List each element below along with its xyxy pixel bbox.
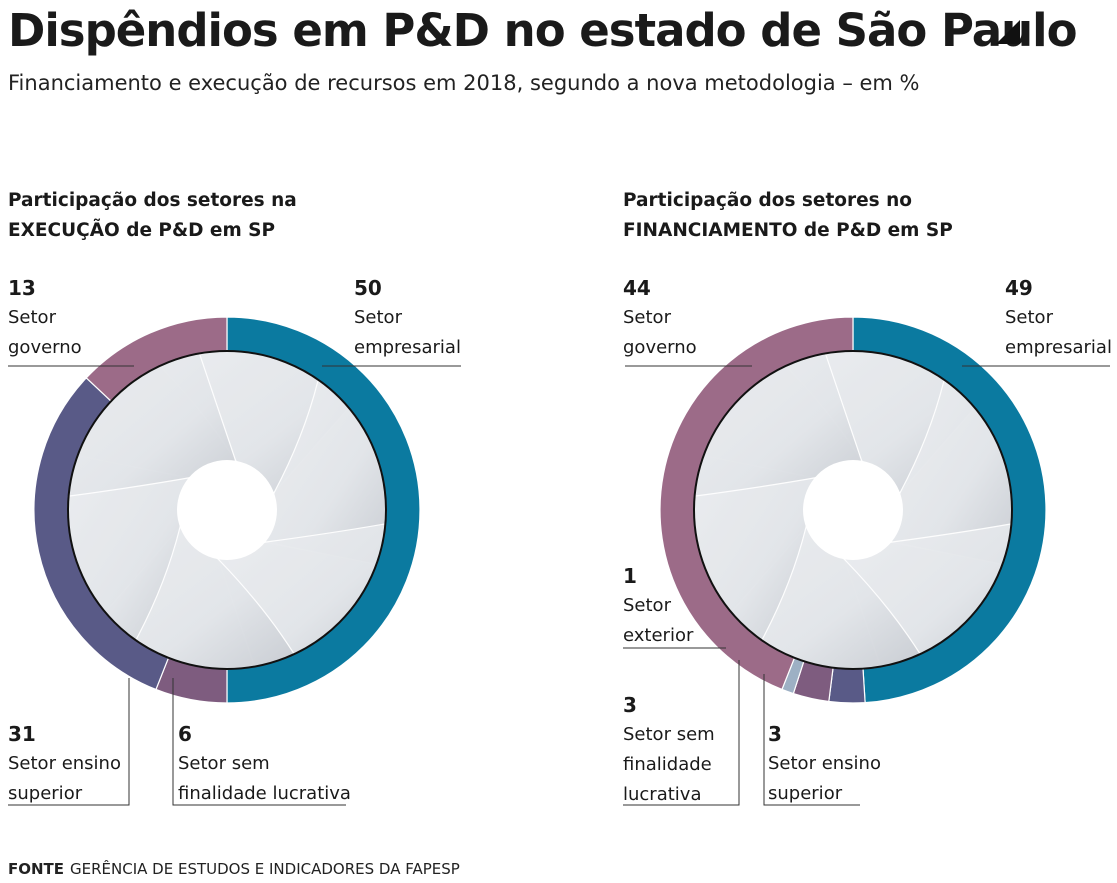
financiamento-value-ensino-superior: 3 bbox=[768, 722, 782, 746]
financiamento-value-exterior: 1 bbox=[623, 564, 637, 588]
financiamento-text-exterior-2: exterior bbox=[623, 625, 694, 646]
financiamento-title-line1: Participação dos setores no bbox=[623, 190, 913, 211]
execucao-center-hole bbox=[177, 460, 277, 560]
financiamento-label-empresarial: 49 Setor empresarial bbox=[1005, 273, 1112, 363]
execucao-label-governo: 13 Setor governo bbox=[8, 273, 82, 363]
execucao-value-empresarial: 50 bbox=[354, 276, 382, 300]
financiamento-title-line2: FINANCIAMENTO de P&D em SP bbox=[623, 220, 953, 241]
execucao-title-line2: EXECUÇÃO de P&D em SP bbox=[8, 220, 276, 241]
financiamento-text-exterior-1: Setor bbox=[623, 595, 671, 616]
financiamento-label-ensino-superior: 3 Setor ensino superior bbox=[768, 719, 881, 809]
financiamento-inner-ring bbox=[693, 350, 1013, 670]
financiamento-text-sem-fins-1: Setor sem bbox=[623, 724, 715, 745]
execucao-text-sem-fins-2: finalidade lucrativa bbox=[178, 783, 351, 804]
execucao-label-empresarial: 50 Setor empresarial bbox=[354, 273, 461, 363]
execucao-inner-ring bbox=[67, 350, 387, 670]
execucao-title-line1: Participação dos setores na bbox=[8, 190, 297, 211]
financiamento-text-sem-fins-2: finalidade bbox=[623, 754, 712, 775]
execucao-value-sem-fins: 6 bbox=[178, 722, 192, 746]
financiamento-text-ensino-superior-1: Setor ensino bbox=[768, 753, 881, 774]
source-note: FONTE GERÊNCIA DE ESTUDOS E INDICADORES D… bbox=[8, 860, 460, 878]
financiamento-label-exterior: 1 Setor exterior bbox=[623, 561, 693, 651]
financiamento-label-governo: 44 Setor governo bbox=[623, 273, 697, 363]
execucao-text-ensino-superior-1: Setor ensino bbox=[8, 753, 121, 774]
financiamento-slice-ensino_superior bbox=[828, 667, 866, 704]
financiamento-text-governo-2: governo bbox=[623, 337, 697, 358]
label-leader-lines bbox=[8, 365, 1110, 806]
financiamento-text-ensino-superior-2: superior bbox=[768, 783, 843, 804]
financiamento-donut-chart bbox=[659, 316, 1047, 704]
source-text: GERÊNCIA DE ESTUDOS E INDICADORES DA FAP… bbox=[70, 860, 460, 878]
financiamento-text-sem-fins-3: lucrativa bbox=[623, 784, 702, 805]
financiamento-text-empresarial-1: Setor bbox=[1005, 307, 1053, 328]
financiamento-value-governo: 44 bbox=[623, 276, 651, 300]
financiamento-leader-ensino-superior bbox=[763, 674, 860, 806]
page-subtitle: Financiamento e execução de recursos em … bbox=[8, 71, 920, 95]
financiamento-text-empresarial-2: empresarial bbox=[1005, 337, 1112, 358]
execucao-panel-title: Participação dos setores na EXECUÇÃO de … bbox=[8, 186, 297, 246]
financiamento-panel-title: Participação dos setores no FINANCIAMENT… bbox=[623, 186, 953, 246]
execucao-label-sem-fins: 6 Setor sem finalidade lucrativa bbox=[178, 719, 351, 809]
execucao-text-empresarial-1: Setor bbox=[354, 307, 402, 328]
financiamento-text-governo-1: Setor bbox=[623, 307, 671, 328]
financiamento-label-sem-fins: 3 Setor sem finalidade lucrativa bbox=[623, 690, 715, 810]
execucao-leader-sem-fins bbox=[172, 678, 346, 806]
execucao-label-ensino-superior: 31 Setor ensino superior bbox=[8, 719, 121, 809]
execucao-text-governo-2: governo bbox=[8, 337, 82, 358]
financiamento-leader-sem-fins bbox=[623, 660, 740, 806]
source-label: FONTE bbox=[8, 860, 65, 878]
triangle-marker-icon bbox=[996, 20, 1020, 44]
execucao-donut-chart bbox=[33, 316, 421, 704]
execucao-text-governo-1: Setor bbox=[8, 307, 56, 328]
financiamento-value-sem-fins: 3 bbox=[623, 693, 637, 717]
execucao-text-ensino-superior-2: superior bbox=[8, 783, 83, 804]
execucao-text-empresarial-2: empresarial bbox=[354, 337, 461, 358]
execucao-leader-ensino-superior bbox=[8, 678, 130, 806]
financiamento-value-empresarial: 49 bbox=[1005, 276, 1033, 300]
page-title: Dispêndios em P&D no estado de São Paulo bbox=[8, 4, 1078, 57]
execucao-text-sem-fins-1: Setor sem bbox=[178, 753, 270, 774]
financiamento-center-hole bbox=[803, 460, 903, 560]
execucao-value-governo: 13 bbox=[8, 276, 36, 300]
execucao-value-ensino-superior: 31 bbox=[8, 722, 36, 746]
